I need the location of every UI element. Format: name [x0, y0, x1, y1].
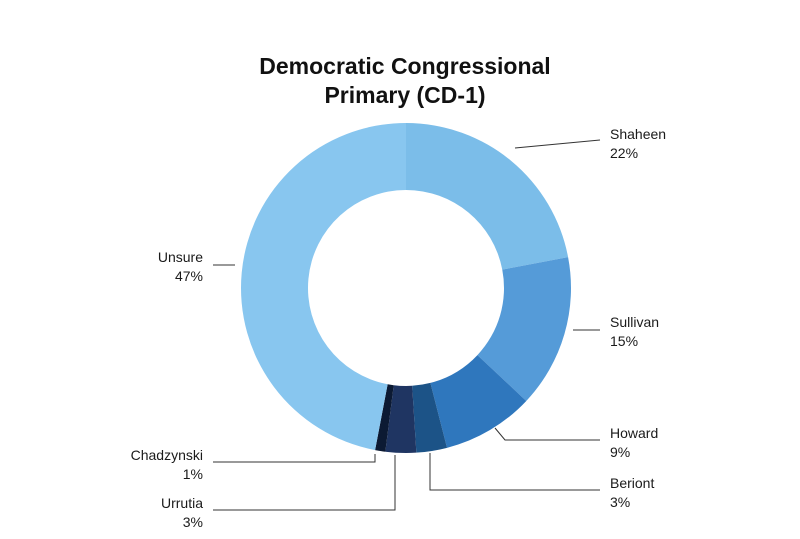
slice-name-label-chadzynski: Chadzynski	[131, 447, 203, 463]
slice-unsure	[241, 123, 406, 451]
leader-line-chadzynski	[213, 454, 376, 463]
slice-name-label-shaheen: Shaheen	[610, 126, 666, 142]
leader-line-beriont	[429, 453, 600, 491]
slice-value-label-unsure: 47%	[175, 268, 203, 284]
chart-title-line1: Democratic Congressional	[259, 53, 551, 79]
leader-line-shaheen	[514, 139, 601, 149]
slice-beriont	[412, 382, 448, 453]
slice-shaheen	[406, 123, 569, 270]
slice-name-label-unsure: Unsure	[158, 249, 203, 265]
chart-title-line2: Primary (CD-1)	[324, 82, 486, 108]
slice-name-label-howard: Howard	[610, 425, 658, 441]
slice-value-label-shaheen: 22%	[610, 145, 638, 161]
slice-value-label-beriont: 3%	[610, 494, 630, 510]
slice-value-label-urrutia: 3%	[183, 514, 203, 530]
slice-urrutia	[385, 385, 417, 453]
slice-name-label-sullivan: Sullivan	[610, 314, 659, 330]
leader-line-urrutia	[213, 455, 396, 511]
slice-howard	[430, 355, 527, 448]
slice-sullivan	[477, 257, 571, 401]
slice-value-label-chadzynski: 1%	[183, 466, 203, 482]
slice-chadzynski	[375, 384, 394, 452]
slice-name-label-urrutia: Urrutia	[161, 495, 203, 511]
chart-title: Democratic Congressional Primary (CD-1)	[0, 52, 800, 110]
slice-value-label-howard: 9%	[610, 444, 630, 460]
slice-name-label-beriont: Beriont	[610, 475, 654, 491]
leader-line-howard	[494, 427, 600, 441]
slice-value-label-sullivan: 15%	[610, 333, 638, 349]
